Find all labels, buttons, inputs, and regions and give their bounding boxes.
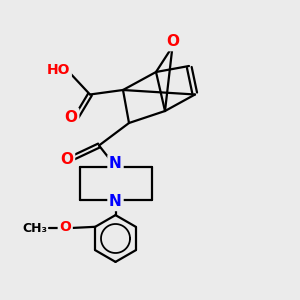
Text: O: O [64,110,78,124]
Text: N: N [109,194,122,209]
Text: CH₃: CH₃ [22,222,47,235]
Text: O: O [166,34,179,50]
Text: HO: HO [47,63,70,76]
Text: N: N [109,156,122,171]
Text: O: O [60,152,74,167]
Text: O: O [59,220,71,234]
